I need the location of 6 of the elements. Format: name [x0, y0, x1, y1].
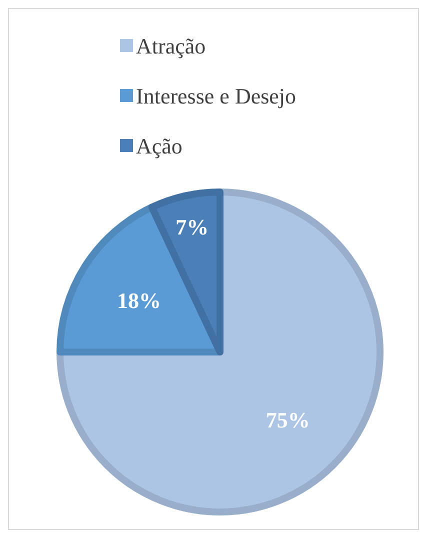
- data-label: 75%: [266, 407, 310, 432]
- legend-label: Atração: [136, 34, 206, 58]
- data-label: 18%: [116, 288, 161, 314]
- legend-label: Ação: [136, 134, 182, 158]
- data-label: 7%: [176, 214, 209, 240]
- legend-label: Interesse e Desejo: [136, 84, 296, 108]
